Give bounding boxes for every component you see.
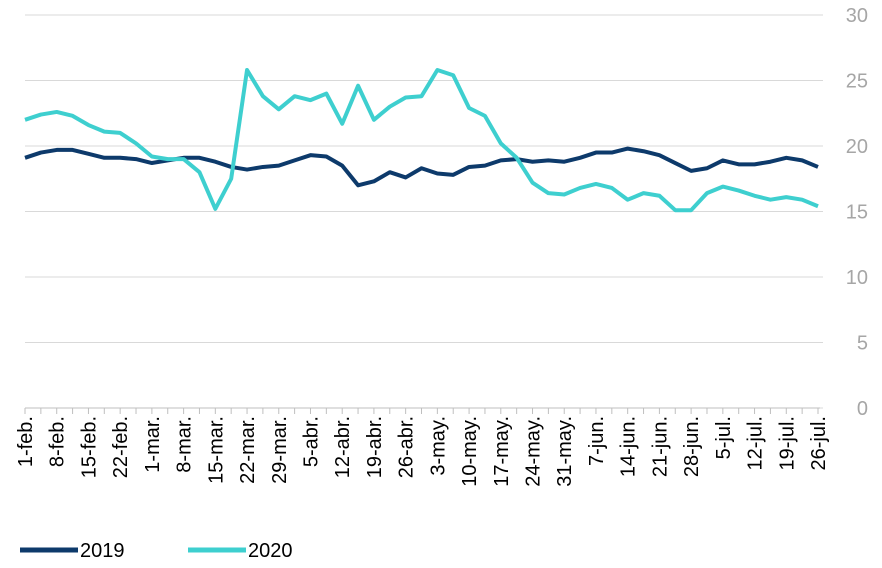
y-tick-label: 30 xyxy=(846,5,868,27)
y-tick-label: 10 xyxy=(846,267,868,289)
x-tick-label: 12-abr. xyxy=(332,416,354,478)
x-tick-label: 22-feb. xyxy=(110,416,132,478)
x-tick-label: 7-jun. xyxy=(586,416,608,466)
x-tick-label: 8-feb. xyxy=(47,416,69,467)
y-tick-label: 0 xyxy=(857,398,868,420)
x-tick-label: 19-jul. xyxy=(776,416,798,470)
x-tick-label: 26-jul. xyxy=(808,416,830,470)
series-line xyxy=(24,146,819,188)
x-tick-label: 1-feb. xyxy=(15,416,37,467)
x-tick-label: 19-abr. xyxy=(364,416,386,478)
x-tick-label: 5-jul. xyxy=(713,416,735,459)
x-tick-label: 15-feb. xyxy=(78,416,100,478)
y-tick-label: 25 xyxy=(846,71,868,93)
x-tick-label: 1-mar. xyxy=(142,416,164,473)
x-tick-label: 10-may. xyxy=(459,416,481,487)
x-tick-label: 14-jun. xyxy=(618,416,640,477)
x-tick-label: 26-abr. xyxy=(396,416,418,478)
y-tick-label: 20 xyxy=(846,136,868,158)
x-tick-label: 24-may. xyxy=(523,416,545,487)
x-tick-label: 5-abr. xyxy=(300,416,322,467)
y-tick-label: 5 xyxy=(857,333,868,355)
legend-label: 2020 xyxy=(248,540,293,562)
x-tick-label: 3-may. xyxy=(427,416,449,476)
x-tick-label: 28-jun. xyxy=(681,416,703,477)
y-tick-label: 15 xyxy=(846,202,868,224)
x-tick-label: 29-mar. xyxy=(269,416,291,484)
x-tick-label: 31-may. xyxy=(554,416,576,487)
x-tick-label: 8-mar. xyxy=(174,416,196,473)
x-tick-label: 12-jul. xyxy=(745,416,767,470)
x-tick-label: 17-may. xyxy=(491,416,513,487)
series-line xyxy=(24,68,819,213)
x-tick-label: 22-mar. xyxy=(237,416,259,484)
legend-label: 2019 xyxy=(80,540,125,562)
x-tick-label: 21-jun. xyxy=(649,416,671,477)
x-tick-label: 15-mar. xyxy=(205,416,227,484)
